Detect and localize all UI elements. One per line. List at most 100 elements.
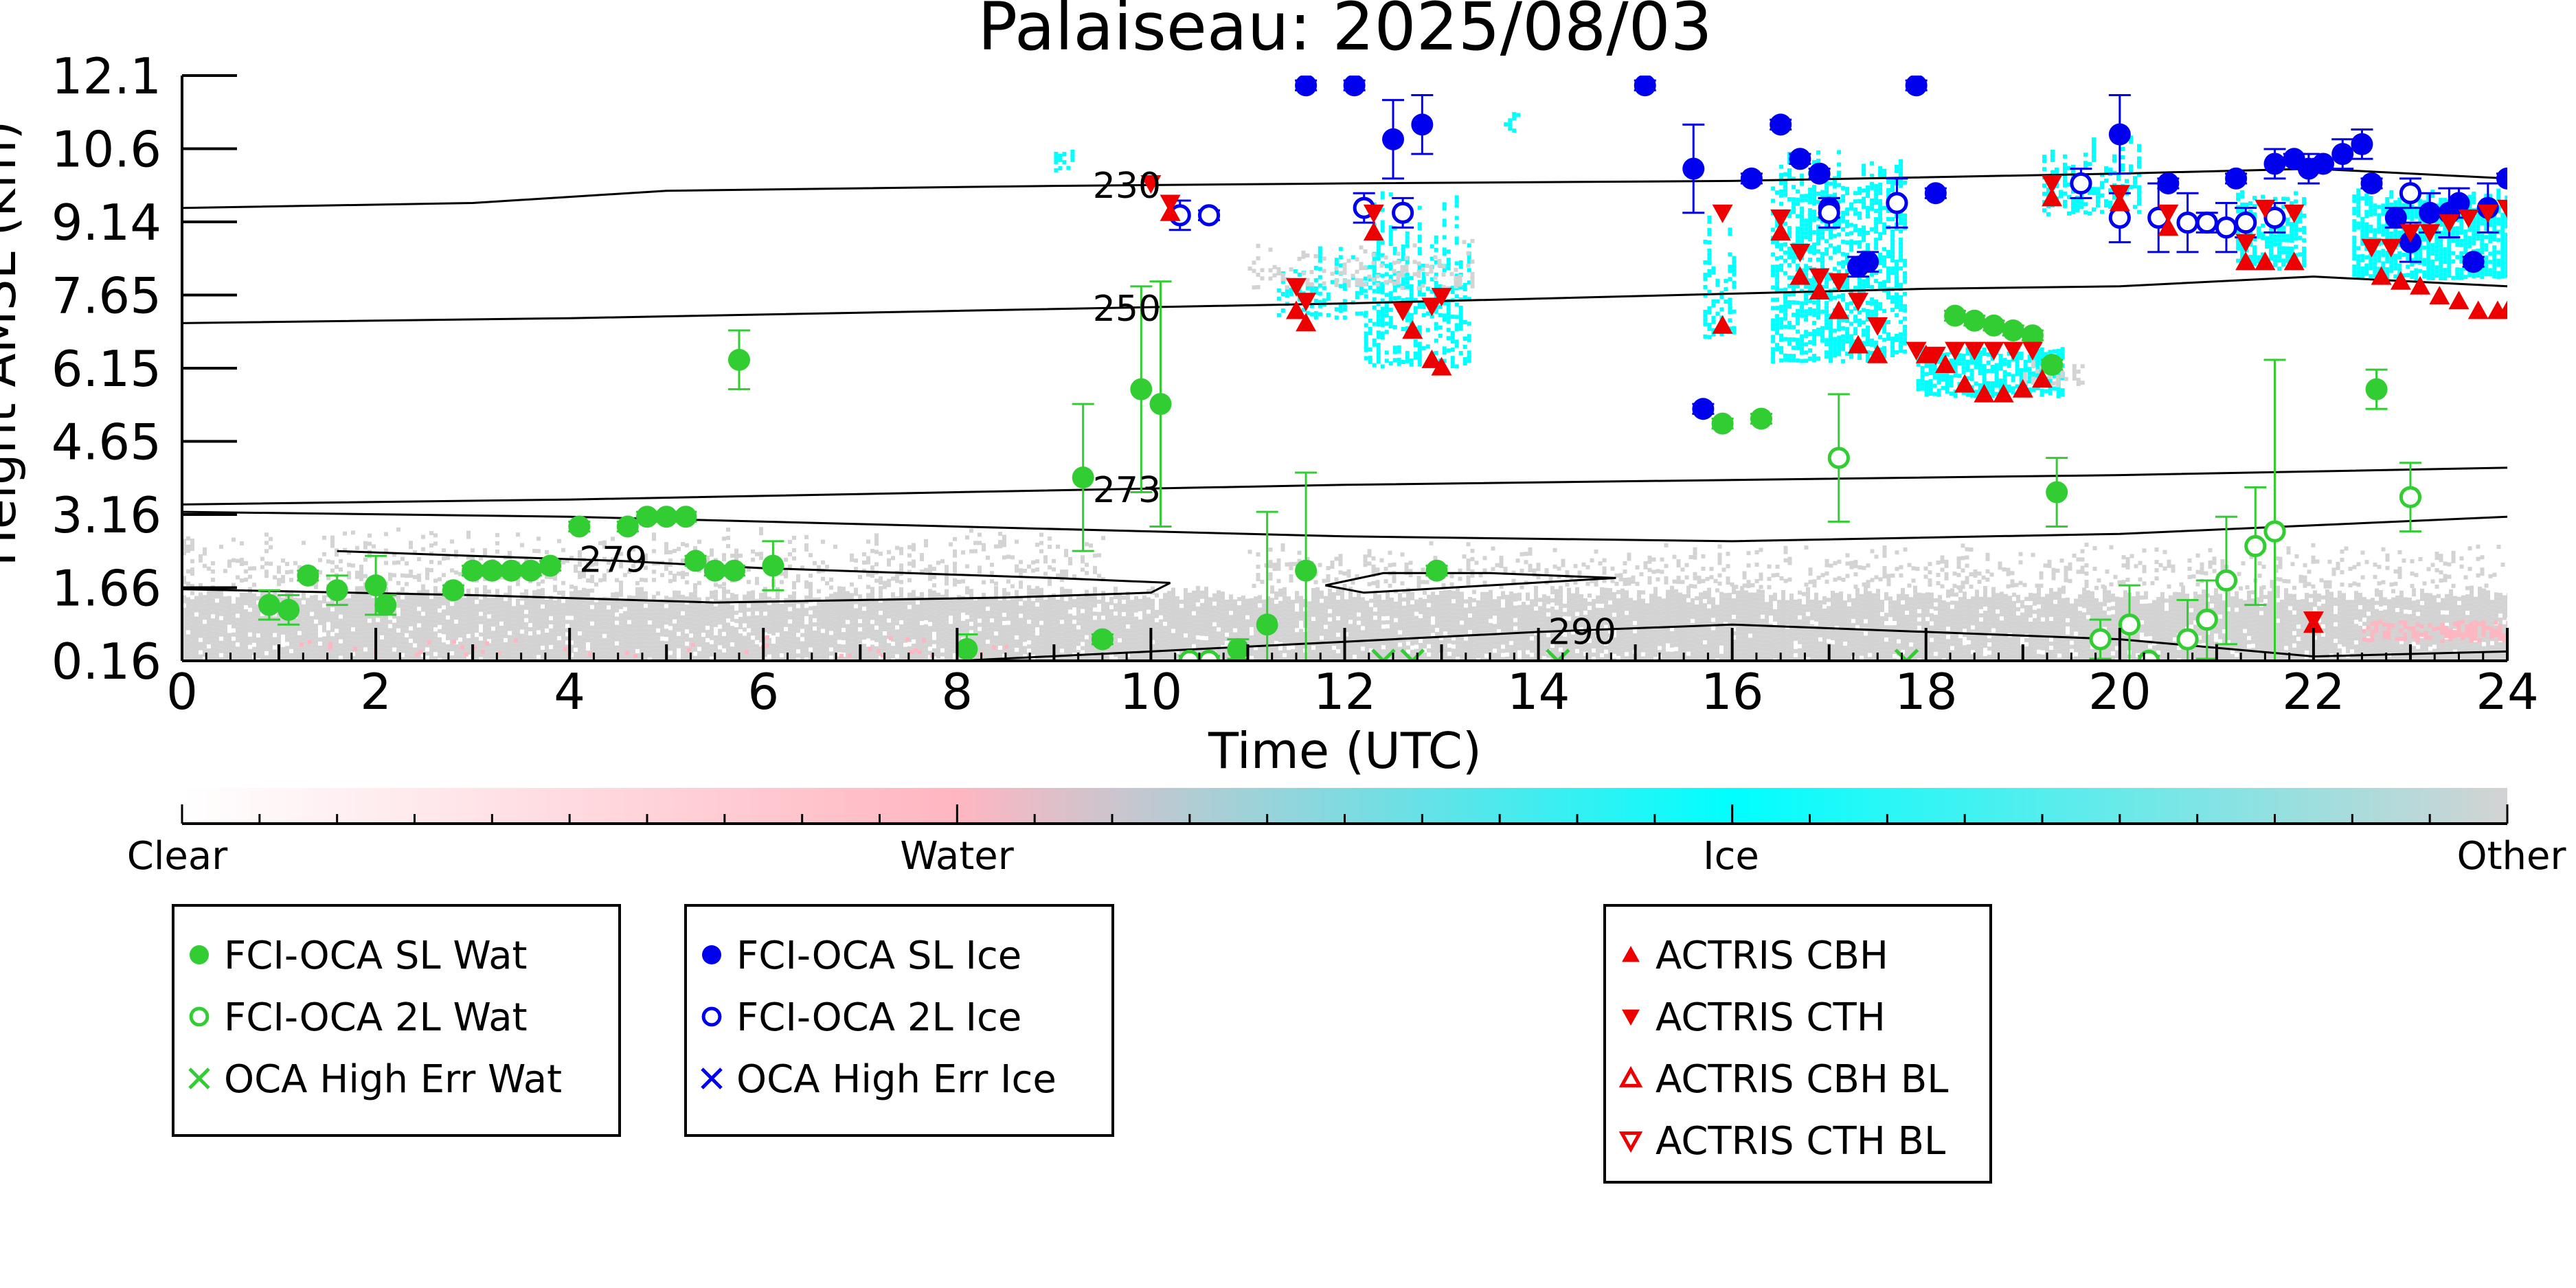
contour-line: [957, 623, 2507, 662]
x-tick-label: 8: [941, 663, 973, 721]
legend-entry-label: FCI-OCA 2L Ice: [736, 995, 1021, 1040]
data-point: [1867, 317, 1888, 336]
data-point: [1431, 288, 1452, 307]
colorbar: Clear Water Ice Other: [127, 788, 2566, 879]
data-point: [762, 554, 784, 577]
colorbar-label-water: Water: [900, 834, 1015, 879]
data-point: [1935, 354, 1956, 373]
legend-marker: [702, 945, 721, 964]
data-markers: [258, 76, 2507, 662]
data-point: [2195, 608, 2218, 631]
data-point: [2312, 152, 2335, 175]
patch-ice: [1504, 112, 1521, 133]
data-point: [2331, 143, 2354, 166]
data-point: [655, 506, 678, 528]
data-point: [636, 506, 658, 528]
data-point: [297, 564, 319, 587]
contour-label: 250: [1093, 289, 1161, 330]
data-point: [727, 348, 750, 371]
legend-entry-label: FCI-OCA 2L Wat: [224, 995, 528, 1040]
data-point: [1915, 344, 1936, 363]
patch-other: [1247, 238, 1475, 291]
data-point: [462, 559, 484, 582]
data-point: [326, 579, 348, 602]
data-point: [2158, 217, 2179, 236]
data-point: [2365, 378, 2388, 400]
legend-entry-label: ACTRIS CBH BL: [1656, 1057, 1948, 1102]
data-point: [1808, 162, 1831, 185]
data-point: [2032, 369, 2053, 388]
data-point: [2225, 167, 2248, 190]
data-point: [1993, 383, 2014, 403]
data-point: [2496, 167, 2507, 190]
data-point: [956, 637, 978, 660]
legend-marker: [188, 1067, 210, 1089]
data-point: [1382, 128, 1405, 150]
data-point: [1363, 204, 1384, 223]
data-point: [1809, 281, 1830, 300]
data-point: [2042, 188, 2063, 207]
data-point: [2158, 204, 2179, 223]
data-point: [2360, 172, 2383, 194]
legend-marker: [1618, 1131, 1643, 1153]
data-point: [1411, 113, 1434, 136]
data-point: [1421, 297, 1443, 317]
data-point: [1925, 346, 1946, 365]
patch-ice: [1054, 149, 1075, 172]
data-point: [1789, 266, 1811, 285]
data-point: [2244, 534, 2267, 558]
x-tick-label: 6: [747, 663, 779, 721]
data-point: [2235, 251, 2257, 271]
x-ticks: 0 2 4 6 8 10 12 14 16 18 20 22 24: [166, 628, 2539, 721]
y-tick-label: 3.16: [52, 486, 161, 544]
series-fci-oca-sl-ice: [1295, 76, 2507, 420]
x-tick-label: 22: [2282, 663, 2345, 721]
contour-line: [182, 275, 2507, 324]
legend-entry-label: FCI-OCA SL Wat: [224, 934, 528, 978]
data-point: [2070, 172, 2092, 195]
contour-label: 279: [579, 540, 647, 581]
x-tick-label: 0: [166, 663, 198, 721]
colorbar-label-clear: Clear: [127, 834, 228, 879]
data-point: [1770, 222, 1792, 241]
data-point: [2448, 192, 2470, 214]
legend-entry-label: FCI-OCA SL Ice: [736, 934, 1021, 978]
legend-marker: [1622, 946, 1640, 962]
data-point: [1634, 76, 1656, 97]
data-point: [2384, 206, 2407, 229]
data-point: [1924, 182, 1947, 205]
data-point: [1712, 315, 1733, 334]
data-point: [703, 559, 726, 582]
data-point: [1402, 320, 1423, 339]
x-tick-label: 18: [1895, 663, 1958, 721]
data-point: [2255, 199, 2276, 218]
data-point: [1091, 628, 1114, 651]
data-point: [500, 559, 523, 582]
data-point: [1295, 76, 1318, 97]
contour-line: [182, 510, 2507, 543]
x-tick-label: 10: [1120, 663, 1183, 721]
contour-line: [182, 582, 1171, 604]
patch-water: [2362, 620, 2507, 644]
data-point: [1886, 192, 1908, 214]
chart-title: Palaiseau: 2025/08/03: [978, 0, 1713, 65]
data-point: [1431, 357, 1452, 376]
data-point: [1286, 300, 1307, 319]
data-point: [2497, 199, 2507, 218]
legend-entry-label: ACTRIS CBH: [1656, 934, 1888, 978]
data-point: [1740, 167, 1763, 190]
data-point: [1421, 349, 1443, 368]
data-point: [1789, 243, 1811, 262]
data-point: [2215, 569, 2238, 592]
data-point: [2235, 234, 2257, 253]
colorbar-label-other: Other: [2456, 834, 2566, 879]
legend-marker: [1618, 1065, 1643, 1087]
patch-other: [1247, 541, 2505, 590]
data-point: [2195, 211, 2218, 234]
data-point: [2118, 613, 2141, 636]
legend-actris: ACTRIS CBH ACTRIS CTH ACTRIS CBH BL ACTRIS …: [1603, 904, 1992, 1184]
series-actris-cbh: [1160, 188, 2507, 633]
contour-line: [1324, 572, 1616, 594]
x-tick-label: 12: [1313, 663, 1377, 721]
data-point: [2108, 123, 2131, 146]
